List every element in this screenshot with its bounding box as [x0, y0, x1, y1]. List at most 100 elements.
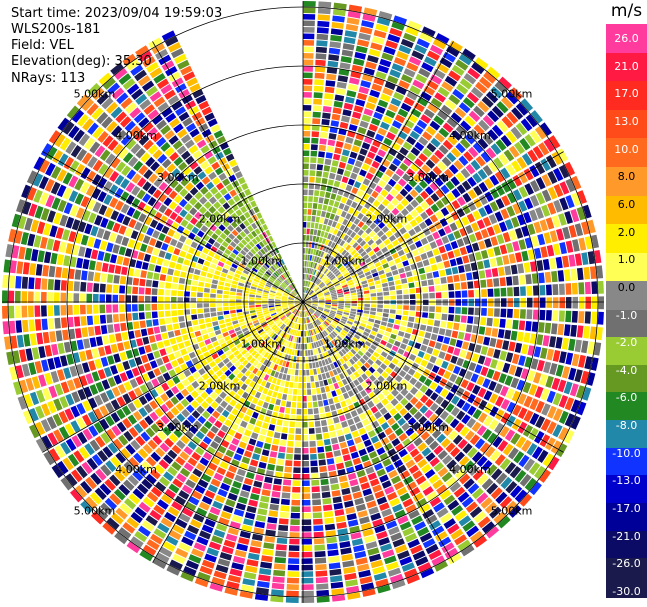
- range-gate-cell: [519, 493, 533, 507]
- range-gate-cell: [167, 506, 180, 517]
- range-gate-cell: [93, 304, 99, 314]
- range-gate-cell: [127, 414, 138, 425]
- range-gate-cell: [493, 246, 501, 256]
- range-gate-cell: [381, 198, 390, 207]
- range-gate-cell: [389, 497, 401, 507]
- range-gate-cell: [313, 321, 317, 328]
- range-gate-cell: [325, 319, 331, 325]
- range-gate-cell: [282, 293, 289, 297]
- range-gate-cell: [185, 155, 195, 165]
- range-gate-cell: [501, 116, 514, 129]
- range-gate-cell: [315, 249, 319, 256]
- range-gate-cell: [31, 249, 39, 262]
- range-gate-cell: [365, 61, 377, 70]
- range-gate-cell: [307, 317, 311, 323]
- range-gate-cell: [254, 334, 261, 340]
- range-gate-cell: [468, 362, 477, 372]
- range-gate-cell: [111, 512, 124, 525]
- range-gate-cell: [458, 53, 473, 66]
- range-gate-cell: [342, 43, 355, 51]
- range-gate-cell: [331, 207, 338, 214]
- range-gate-cell: [502, 232, 511, 243]
- range-gate-cell: [160, 415, 170, 425]
- velocity-cells: [1, 0, 605, 604]
- range-gate-cell: [274, 327, 280, 333]
- range-gate-cell: [331, 113, 341, 121]
- range-gate-cell: [242, 296, 249, 300]
- range-gate-cell: [533, 297, 540, 308]
- range-gate-cell: [221, 241, 229, 248]
- range-gate-cell: [229, 267, 236, 273]
- range-gate-cell: [399, 343, 407, 350]
- range-gate-cell: [500, 398, 510, 410]
- range-gate-cell: [370, 293, 377, 297]
- range-gate-cell: [328, 47, 341, 55]
- range-gate-cell: [284, 318, 289, 324]
- range-gate-cell: [181, 265, 189, 272]
- range-gate-cell: [109, 232, 117, 243]
- range-gate-cell: [200, 270, 207, 277]
- range-gate-cell: [449, 338, 457, 347]
- range-gate-cell: [534, 430, 545, 444]
- range-gate-cell: [394, 279, 401, 285]
- range-gate-cell: [124, 227, 133, 238]
- range-gate-cell: [95, 435, 106, 448]
- range-gate-cell: [182, 228, 190, 237]
- range-gate-cell: [174, 350, 182, 359]
- range-gate-cell: [540, 347, 548, 359]
- range-gate-cell: [236, 468, 246, 477]
- range-gate-cell: [196, 536, 209, 546]
- range-gate-cell: [167, 245, 175, 254]
- range-gate-cell: [384, 427, 393, 436]
- range-gate-cell: [570, 324, 577, 337]
- range-gate-cell: [253, 264, 260, 271]
- range-gate-cell: [552, 424, 563, 438]
- range-gate-cell: [335, 222, 342, 230]
- range-gate-cell: [302, 428, 308, 435]
- range-gate-cell: [345, 579, 358, 587]
- range-gate-cell: [437, 467, 449, 478]
- range-gate-cell: [247, 552, 260, 561]
- range-gate-cell: [223, 303, 229, 307]
- range-gate-cell: [262, 422, 269, 430]
- range-gate-cell: [296, 356, 300, 363]
- range-gate-cell: [315, 59, 326, 67]
- range-gate-cell: [589, 266, 597, 279]
- range-gate-cell: [408, 464, 419, 474]
- range-gate-cell: [171, 310, 178, 317]
- range-gate-cell: [287, 440, 294, 447]
- range-gate-cell: [245, 565, 258, 574]
- range-gate-cell: [508, 364, 517, 376]
- range-gate-cell: [480, 279, 487, 288]
- range-gate-cell: [168, 529, 182, 541]
- range-gate-cell: [568, 254, 576, 267]
- range-gate-cell: [356, 189, 365, 198]
- range-gate-cell: [238, 537, 250, 545]
- range-gate-cell: [431, 429, 442, 439]
- range-gate-cell: [338, 394, 345, 402]
- range-gate-cell: [584, 281, 591, 295]
- range-gate-cell: [297, 389, 302, 395]
- range-gate-cell: [444, 547, 459, 559]
- range-gate-cell: [153, 200, 162, 210]
- range-gate-cell: [422, 286, 429, 293]
- range-gate-cell: [377, 203, 386, 212]
- range-gate-cell: [474, 307, 481, 316]
- range-gate-cell: [363, 7, 378, 16]
- range-gate-cell: [381, 282, 389, 288]
- range-gate-cell: [480, 317, 487, 326]
- range-gate-cell: [243, 352, 250, 359]
- range-gate-cell: [277, 452, 285, 459]
- range-gate-cell: [447, 363, 455, 372]
- range-gate-cell: [260, 407, 267, 415]
- range-gate-cell: [217, 261, 225, 268]
- range-gate-cell: [252, 280, 259, 285]
- range-gate-cell: [511, 160, 522, 173]
- range-gate-cell: [320, 315, 326, 320]
- range-gate-cell: [333, 396, 340, 404]
- range-gate-cell: [38, 176, 49, 190]
- range-gate-cell: [183, 462, 194, 472]
- range-gate-cell: [512, 174, 523, 187]
- range-gate-cell: [394, 319, 401, 325]
- range-gate-cell: [382, 217, 390, 225]
